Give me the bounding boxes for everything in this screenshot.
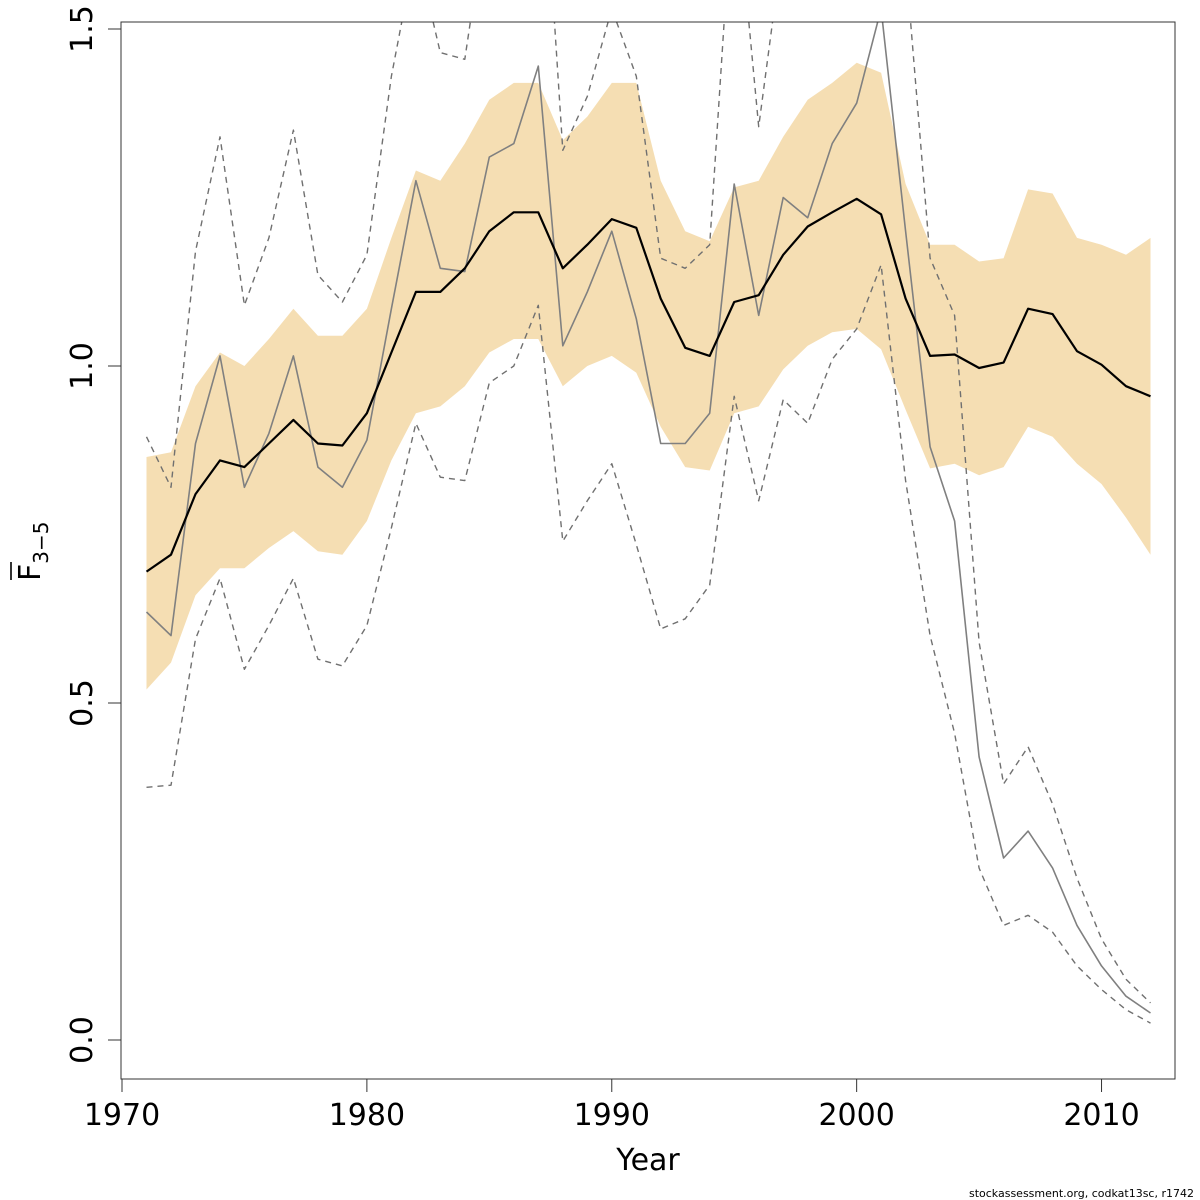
series-line-comparison-upper: [145, 22, 1151, 1004]
series-line-comparison: [145, 22, 1151, 1014]
y-tick-label: 1.5: [65, 5, 100, 53]
x-tick-label: 1980: [329, 1098, 405, 1133]
y-axis-title: F3−5: [10, 522, 53, 581]
x-tick-label: 2000: [818, 1098, 894, 1133]
y-tick-label: 0.5: [65, 679, 100, 727]
series-line-estimate: [145, 197, 1151, 573]
y-axis-title-symbol: F: [13, 564, 48, 581]
x-tick-label: 1990: [574, 1098, 650, 1133]
x-tick-label: 1970: [84, 1098, 160, 1133]
y-tick-label: 0.0: [65, 1016, 100, 1064]
confidence-band: [146, 62, 1151, 690]
y-axis: 0.0 0.5 1.0 1.5: [65, 5, 122, 1064]
x-axis-title: Year: [615, 1143, 680, 1178]
svg-text:F3−5: F3−5: [13, 522, 53, 581]
y-tick-label: 1.0: [65, 342, 100, 390]
x-tick-label: 2010: [1063, 1098, 1139, 1133]
footer-credit: stockassessment.org, codkat13sc, r1742: [969, 1187, 1194, 1200]
y-axis-title-subscript: 3−5: [29, 522, 53, 564]
series-line-comparison-lower: [146, 264, 1151, 1024]
x-axis: 1970 1980 1990 2000 2010: [84, 1078, 1140, 1133]
